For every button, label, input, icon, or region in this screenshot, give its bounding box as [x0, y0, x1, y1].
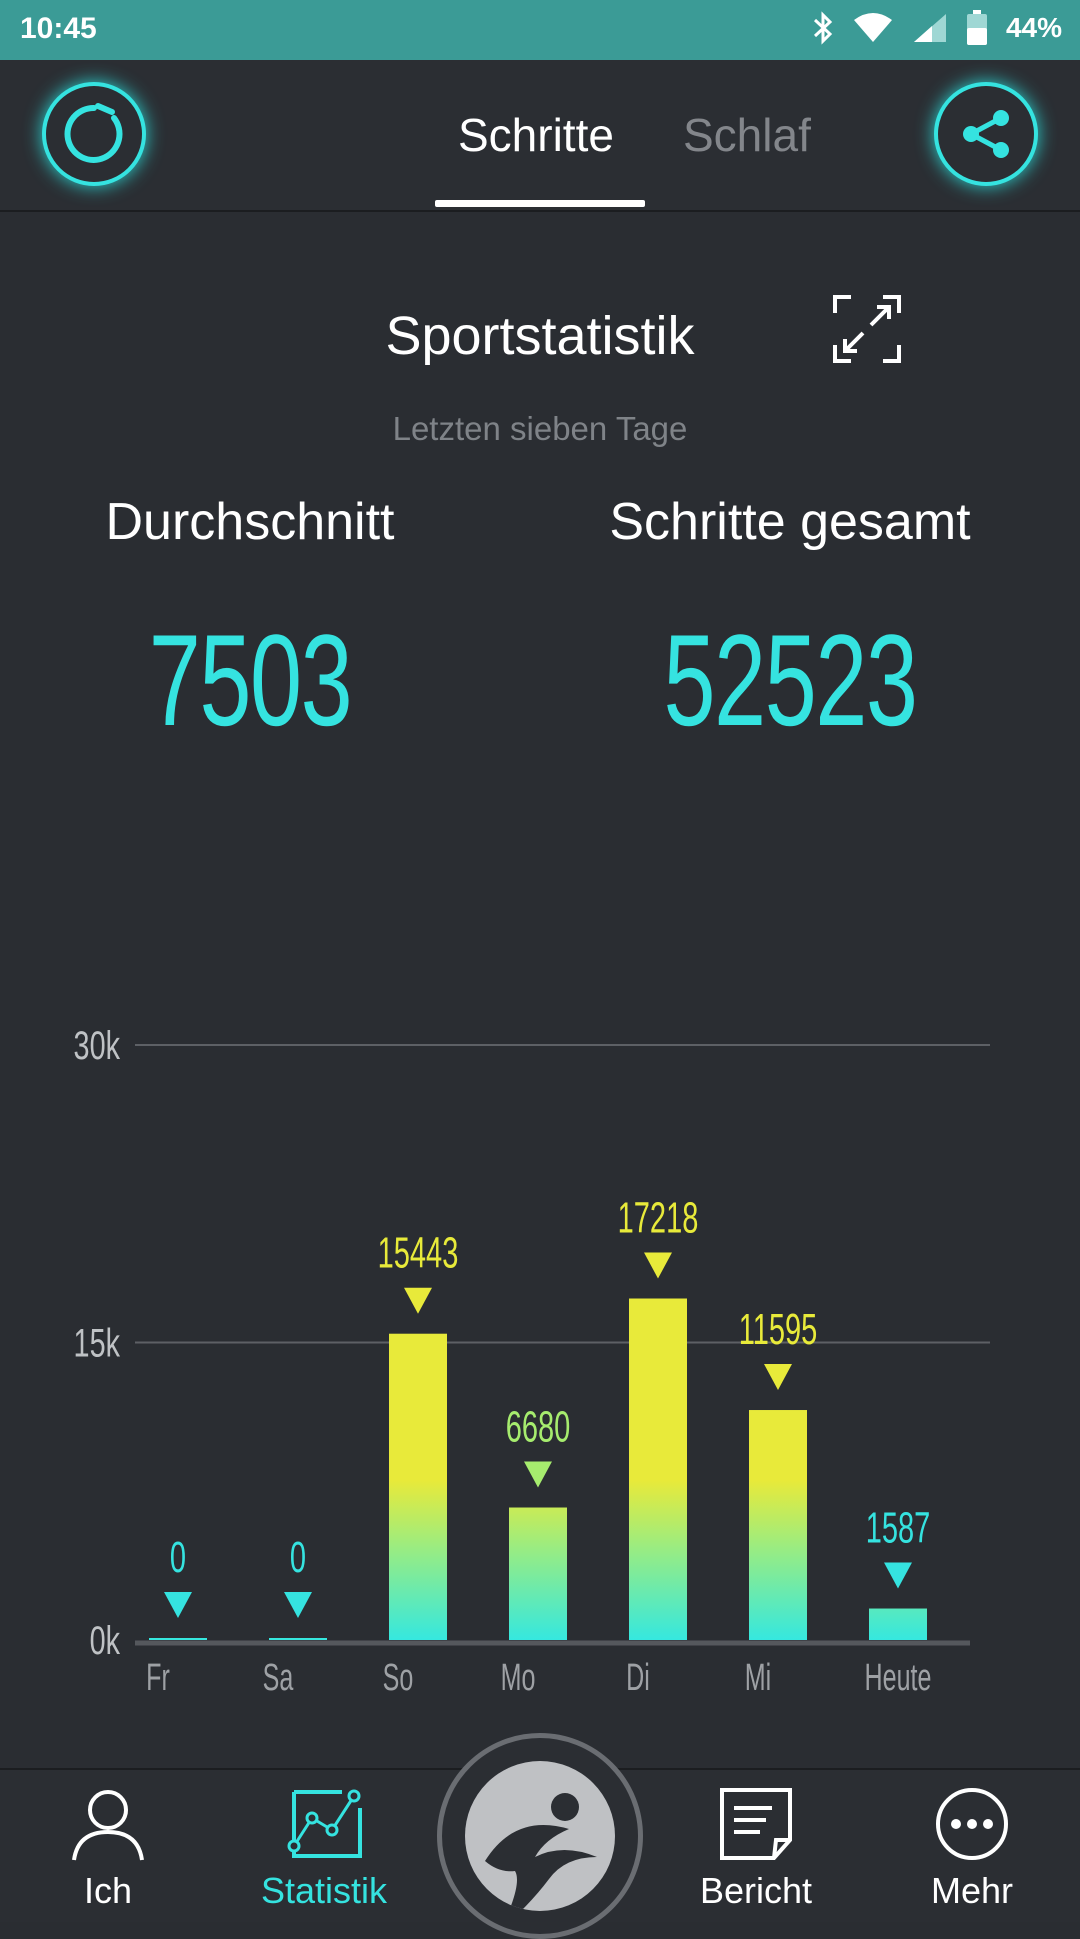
- battery-icon: [966, 10, 987, 45]
- value-marker-icon: [524, 1461, 552, 1488]
- y-tick-label: 0k: [90, 1618, 121, 1663]
- data-label: 17218: [618, 1192, 699, 1242]
- value-marker-icon: [404, 1287, 432, 1314]
- bar: [389, 1333, 447, 1640]
- chart-icon: [287, 1789, 362, 1858]
- nav-label: Bericht: [699, 1870, 813, 1911]
- runner-logo-icon: [465, 1761, 615, 1911]
- nav-mehr[interactable]: Mehr: [882, 1770, 1062, 1922]
- status-icons: 44%: [812, 10, 1062, 46]
- signal-icon: [913, 14, 946, 42]
- page-subtitle: Letzten sieben Tage: [392, 410, 688, 447]
- average-label: Durchschnitt: [105, 493, 395, 551]
- expand-icon[interactable]: [833, 295, 901, 363]
- bar: [749, 1410, 807, 1640]
- nav-label: Mehr: [930, 1870, 1014, 1911]
- data-label: 1587: [866, 1502, 931, 1552]
- y-tick-label: 15k: [74, 1321, 121, 1366]
- data-label: 11595: [739, 1304, 818, 1354]
- data-label: 0: [290, 1532, 306, 1582]
- bar: [509, 1507, 567, 1640]
- value-marker-icon: [884, 1562, 912, 1589]
- nav-ich[interactable]: Ich: [18, 1770, 198, 1922]
- value-marker-icon: [164, 1592, 192, 1618]
- steps-bar-chart: 0k 15k 30k 0 Fr 0 Sa 15443 So 6680 Mo 17218 Di 11595…: [74, 1023, 990, 1698]
- x-tick-label: Heute: [865, 1656, 932, 1698]
- total-label: Schritte gesamt: [609, 493, 971, 551]
- value-marker-icon: [764, 1364, 792, 1391]
- total-value: 52523: [663, 607, 918, 753]
- bluetooth-icon: [813, 11, 833, 45]
- average-value: 7503: [148, 607, 353, 753]
- data-label: 6680: [506, 1401, 571, 1451]
- sync-button[interactable]: [42, 82, 146, 186]
- nav-bericht[interactable]: Bericht: [666, 1770, 846, 1922]
- x-tick-label: Mo: [501, 1656, 536, 1698]
- start-workout-button[interactable]: [437, 1733, 643, 1939]
- status-bar: 10:45 44%: [0, 0, 1080, 60]
- y-tick-label: 30k: [74, 1023, 121, 1068]
- x-tick-label: Fr: [146, 1656, 170, 1698]
- sync-icon: [64, 103, 123, 163]
- x-tick-label: Mi: [745, 1656, 771, 1698]
- data-label: 0: [170, 1532, 186, 1582]
- bar: [269, 1638, 327, 1640]
- person-icon: [72, 1790, 144, 1861]
- tab-steps[interactable]: Schritte: [458, 109, 614, 161]
- share-icon: [963, 110, 1009, 158]
- more-icon: [936, 1788, 1008, 1860]
- data-label: 15443: [378, 1228, 459, 1278]
- share-button[interactable]: [934, 82, 1038, 186]
- x-tick-label: Di: [626, 1656, 650, 1698]
- bar: [149, 1638, 207, 1640]
- x-tick-label: So: [383, 1656, 414, 1698]
- status-time: 10:45: [20, 12, 97, 45]
- value-marker-icon: [284, 1592, 312, 1618]
- nav-label: Ich: [83, 1870, 133, 1911]
- page-title: Sportstatistik: [385, 306, 695, 366]
- nav-label: Statistik: [260, 1870, 388, 1911]
- battery-percent: 44%: [1005, 12, 1062, 43]
- bar: [869, 1608, 927, 1640]
- tab-active-indicator: [435, 200, 645, 207]
- value-marker-icon: [644, 1252, 672, 1279]
- nav-statistik[interactable]: Statistik: [234, 1770, 414, 1922]
- tab-sleep[interactable]: Schlaf: [683, 109, 811, 161]
- bar: [629, 1298, 687, 1640]
- x-tick-label: Sa: [263, 1656, 294, 1698]
- top-bar: Schritte Schlaf: [0, 60, 1080, 212]
- report-icon: [720, 1788, 792, 1860]
- wifi-icon: [853, 13, 892, 42]
